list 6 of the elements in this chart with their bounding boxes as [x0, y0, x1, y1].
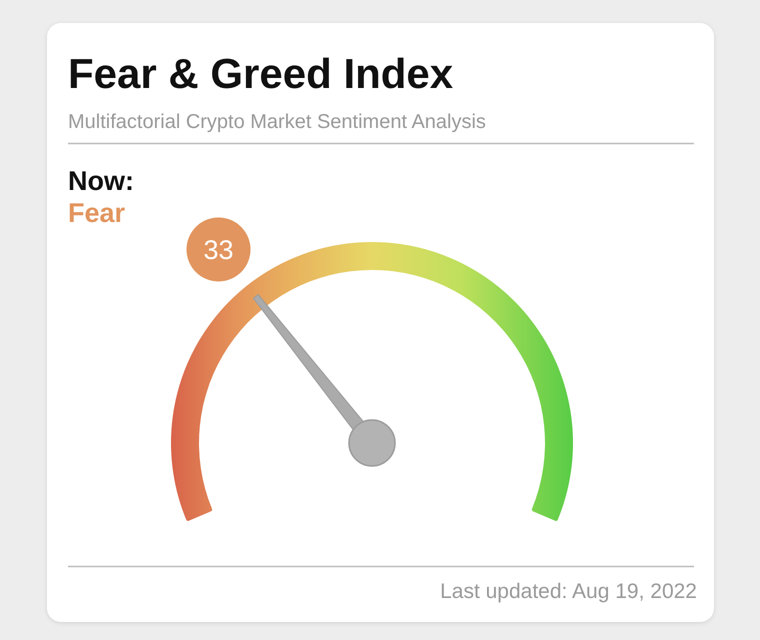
text: Last updated: Aug 19, 2022	[440, 580, 697, 603]
text: Now:	[68, 166, 134, 196]
text: Fear & Greed Index	[68, 50, 454, 97]
data-label: 33	[203, 234, 234, 265]
category-label: Fear	[68, 198, 126, 228]
text: Multifactorial Crypto Market Sentiment Analysis	[68, 111, 486, 133]
